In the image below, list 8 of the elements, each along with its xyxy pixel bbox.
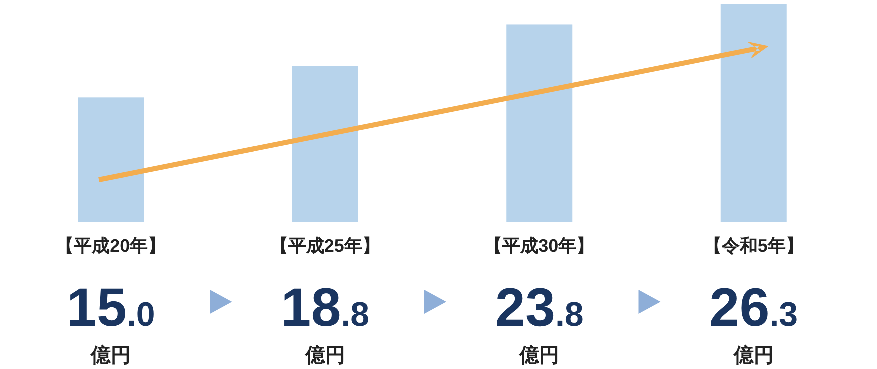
x-tick-label: 【平成30年】 <box>484 236 595 256</box>
data-label: 18.8 億円 <box>281 278 370 367</box>
data-label: 15.0 億円 <box>66 278 156 367</box>
x-tick-label: 【平成25年】 <box>270 236 380 256</box>
x-tick-label: 【平成20年】 <box>56 236 166 256</box>
data-label: 26.3 億円 <box>710 278 798 367</box>
data-label: 23.8 億円 <box>495 278 584 367</box>
x-tick-label: 【令和5年】 <box>704 236 804 256</box>
